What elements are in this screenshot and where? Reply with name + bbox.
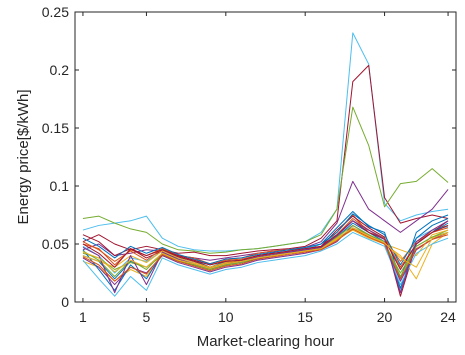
series-line-2 — [82, 64, 449, 257]
y-tick-label: 0.1 — [50, 178, 70, 194]
x-tick-label: 24 — [440, 309, 456, 325]
series-line-18 — [82, 220, 449, 294]
plot-frame — [74, 11, 457, 303]
series-line-1 — [82, 32, 449, 252]
x-tick-label: 5 — [143, 309, 151, 325]
series-line-21 — [82, 227, 449, 273]
x-tick-label: 10 — [218, 309, 234, 325]
y-tick-label: 0.15 — [42, 120, 69, 136]
series-line-19 — [82, 213, 449, 266]
x-tick-label: 15 — [297, 309, 313, 325]
y-axis-label: Energy price[$/kWh] — [15, 89, 32, 224]
series-line-16 — [82, 220, 449, 271]
y-tick-label: 0.25 — [42, 4, 69, 20]
x-tick-label: 20 — [377, 309, 393, 325]
series-line-15 — [82, 231, 449, 297]
x-tick-label: 1 — [79, 309, 87, 325]
series-line-20 — [82, 228, 449, 282]
x-axis-label: Market-clearing hour — [197, 333, 335, 350]
series-line-3 — [82, 106, 449, 254]
y-tick-label: 0.05 — [42, 236, 69, 252]
series-layer — [82, 32, 449, 297]
y-tick-label: 0.2 — [50, 62, 70, 78]
y-tick-label: 0 — [61, 294, 69, 310]
